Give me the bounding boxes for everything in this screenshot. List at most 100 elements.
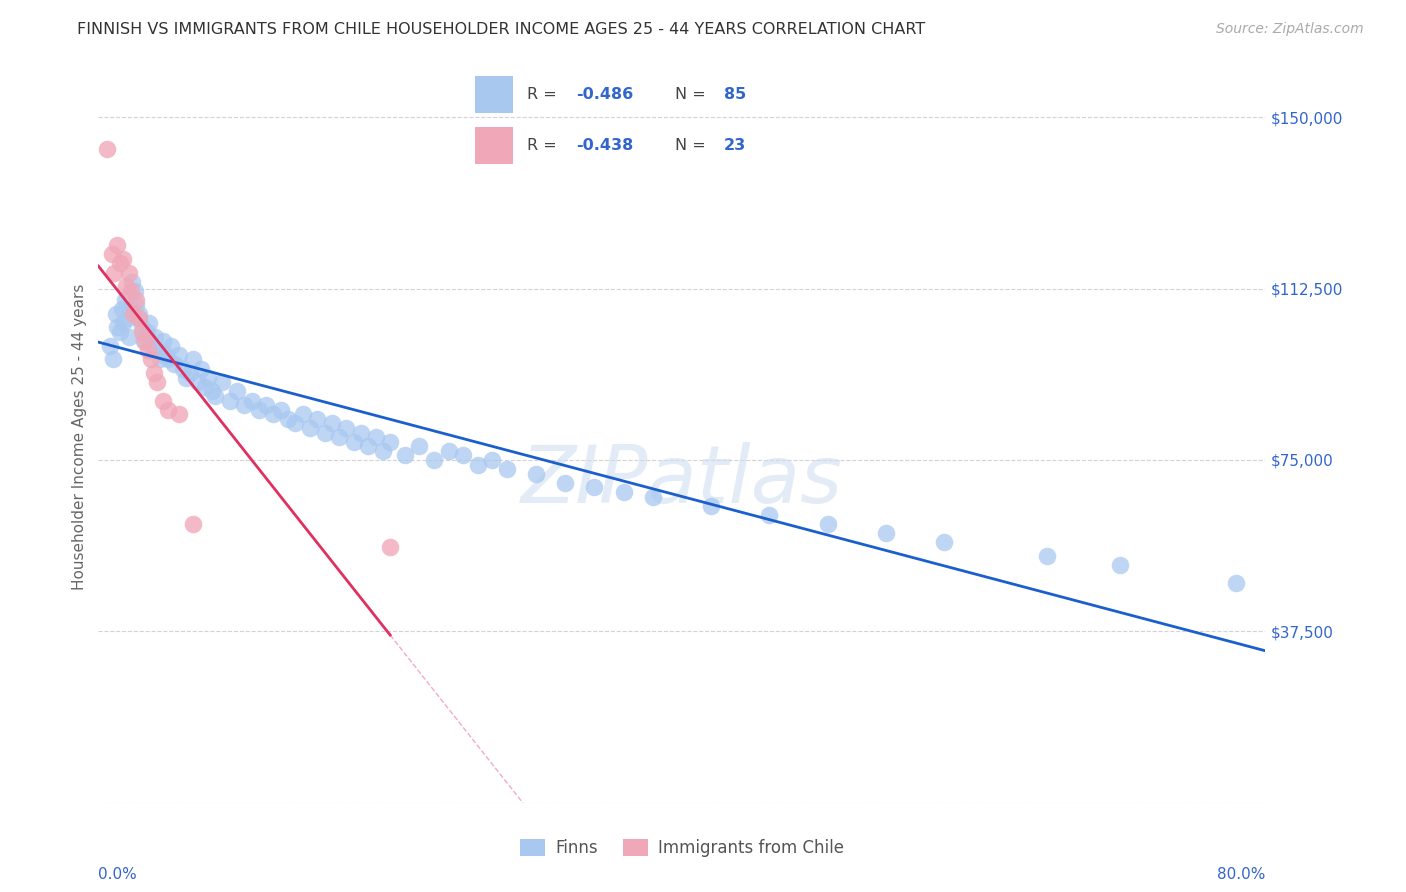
Point [335, 421, 357, 435]
Point [152, 393, 174, 408]
Text: Source: ZipAtlas.com: Source: ZipAtlas.com [1216, 22, 1364, 37]
Point [163, 357, 186, 371]
Point [204, 389, 226, 403]
Point [131, 325, 153, 339]
Point [380, 434, 402, 449]
Point [105, 320, 128, 334]
Point [143, 329, 166, 343]
Point [136, 343, 159, 358]
Point [1108, 558, 1130, 573]
Point [197, 370, 219, 384]
Point [437, 443, 460, 458]
Point [139, 352, 162, 367]
Point [181, 352, 204, 367]
Text: 80.0%: 80.0% [1218, 867, 1265, 882]
Point [118, 266, 141, 280]
Text: N =: N = [675, 87, 711, 103]
Point [101, 352, 124, 367]
Point [641, 490, 664, 504]
Point [451, 448, 474, 462]
Point [350, 425, 373, 440]
Point [612, 484, 634, 499]
Point [111, 301, 134, 317]
Point [135, 325, 157, 339]
Point [226, 384, 249, 399]
Point [467, 458, 489, 472]
Point [357, 439, 380, 453]
Point [155, 348, 177, 362]
Point [875, 526, 897, 541]
Text: FINNISH VS IMMIGRANTS FROM CHILE HOUSEHOLDER INCOME AGES 25 - 44 YEARS CORRELATI: FINNISH VS IMMIGRANTS FROM CHILE HOUSEHO… [77, 22, 925, 37]
Point [423, 453, 446, 467]
Text: -0.438: -0.438 [576, 138, 634, 153]
Point [98, 338, 121, 352]
Point [132, 334, 155, 348]
Point [247, 402, 270, 417]
Text: 0.0%: 0.0% [98, 867, 138, 882]
Point [125, 297, 148, 311]
Point [218, 393, 240, 408]
Point [127, 311, 149, 326]
Point [100, 247, 122, 261]
Point [307, 411, 329, 425]
Point [131, 320, 153, 334]
Point [496, 462, 519, 476]
Point [141, 338, 163, 352]
Point [190, 361, 212, 376]
Point [174, 370, 197, 384]
Point [134, 334, 156, 348]
Point [240, 393, 263, 408]
Point [142, 366, 165, 380]
Point [187, 375, 209, 389]
Point [110, 256, 132, 270]
Text: N =: N = [675, 138, 711, 153]
Point [149, 352, 172, 367]
Point [481, 453, 503, 467]
Point [124, 284, 146, 298]
Text: 85: 85 [724, 87, 747, 103]
Point [96, 142, 118, 156]
Point [120, 284, 142, 298]
Point [128, 307, 150, 321]
Point [167, 348, 190, 362]
Point [262, 407, 284, 421]
Point [554, 475, 576, 490]
Point [160, 338, 183, 352]
Point [157, 352, 180, 367]
Point [394, 448, 416, 462]
Point [201, 384, 224, 399]
Point [146, 343, 169, 358]
Point [103, 266, 125, 280]
Point [254, 398, 277, 412]
Point [1035, 549, 1057, 563]
Point [105, 238, 128, 252]
Point [934, 535, 956, 549]
Point [181, 516, 204, 531]
Point [104, 307, 127, 321]
Point [157, 402, 180, 417]
Point [194, 380, 217, 394]
Point [233, 398, 256, 412]
Point [138, 316, 160, 330]
Point [343, 434, 366, 449]
Point [146, 375, 169, 389]
Point [122, 307, 145, 321]
Point [112, 252, 135, 266]
Point [211, 375, 233, 389]
Text: ZIPatlas: ZIPatlas [520, 442, 844, 520]
Point [270, 402, 292, 417]
Text: -0.486: -0.486 [576, 87, 634, 103]
Point [408, 439, 430, 453]
Point [118, 329, 141, 343]
FancyBboxPatch shape [475, 128, 513, 164]
Point [277, 411, 299, 425]
Point [125, 293, 148, 307]
Text: R =: R = [527, 138, 562, 153]
Point [328, 430, 350, 444]
Text: R =: R = [527, 87, 562, 103]
Point [380, 540, 402, 554]
Point [152, 334, 174, 348]
Point [120, 301, 142, 317]
Point [128, 311, 150, 326]
Legend: Finns, Immigrants from Chile: Finns, Immigrants from Chile [513, 832, 851, 864]
